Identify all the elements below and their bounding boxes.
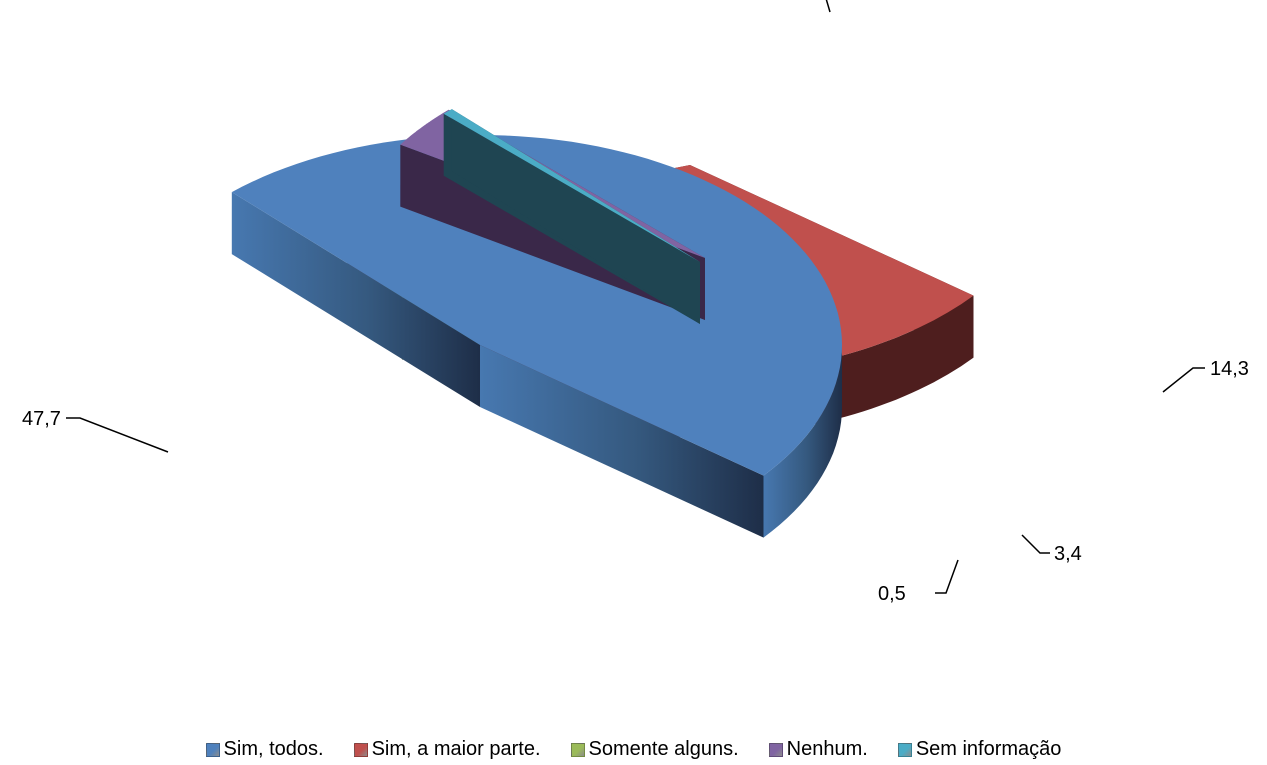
legend-item-sem-informacao: Sem informação: [897, 738, 1062, 761]
data-label-sem-informacao: 0,5: [878, 583, 906, 605]
leader-line-nenhum: [1021, 534, 1050, 554]
leader-line-sem-informacao: [935, 559, 959, 594]
pie-slice-top: [231, 135, 843, 476]
data-label-somente-alguns: 14,3: [1210, 358, 1249, 380]
pie-slice-sem-informacao: [443, 109, 700, 324]
legend-item-nenhum: Nenhum.: [768, 738, 868, 761]
leader-line-somente-alguns: [1162, 367, 1205, 393]
legend-item-sim-todos: Sim, todos.: [205, 738, 324, 761]
pie-slice-wall: [231, 192, 480, 407]
legend: Sim, todos. Sim, a maior parte. Somente al…: [0, 738, 1267, 761]
data-label-nenhum: 3,4: [1054, 543, 1082, 565]
legend-item-sim-maior-parte: Sim, a maior parte.: [353, 738, 541, 761]
legend-swatch-sim-maior-parte: [353, 742, 368, 757]
legend-label-sem-informacao: Sem informação: [915, 738, 1062, 760]
legend-label-sim-todos: Sim, todos.: [223, 738, 324, 760]
legend-label-nenhum: Nenhum.: [786, 738, 868, 760]
data-label-sim-todos: 47,7: [22, 408, 61, 430]
pie-slice-side: [763, 344, 842, 538]
leader-line-sim-maior-parte: [825, 0, 831, 13]
legend-swatch-somente-alguns: [570, 742, 585, 757]
pie-slice-top: [443, 109, 700, 262]
pie-slice-wall: [480, 345, 764, 538]
legend-swatch-nenhum: [768, 742, 783, 757]
legend-label-somente-alguns: Somente alguns.: [588, 738, 739, 760]
pie-slice-sim-todos: [231, 135, 843, 538]
pie-slice-wall: [451, 109, 700, 324]
legend-item-somente-alguns: Somente alguns.: [570, 738, 739, 761]
leader-line-sim-todos: [66, 417, 169, 453]
legend-label-sim-maior-parte: Sim, a maior parte.: [371, 738, 541, 760]
legend-swatch-sem-informacao: [897, 742, 912, 757]
legend-swatch-sim-todos: [205, 742, 220, 757]
